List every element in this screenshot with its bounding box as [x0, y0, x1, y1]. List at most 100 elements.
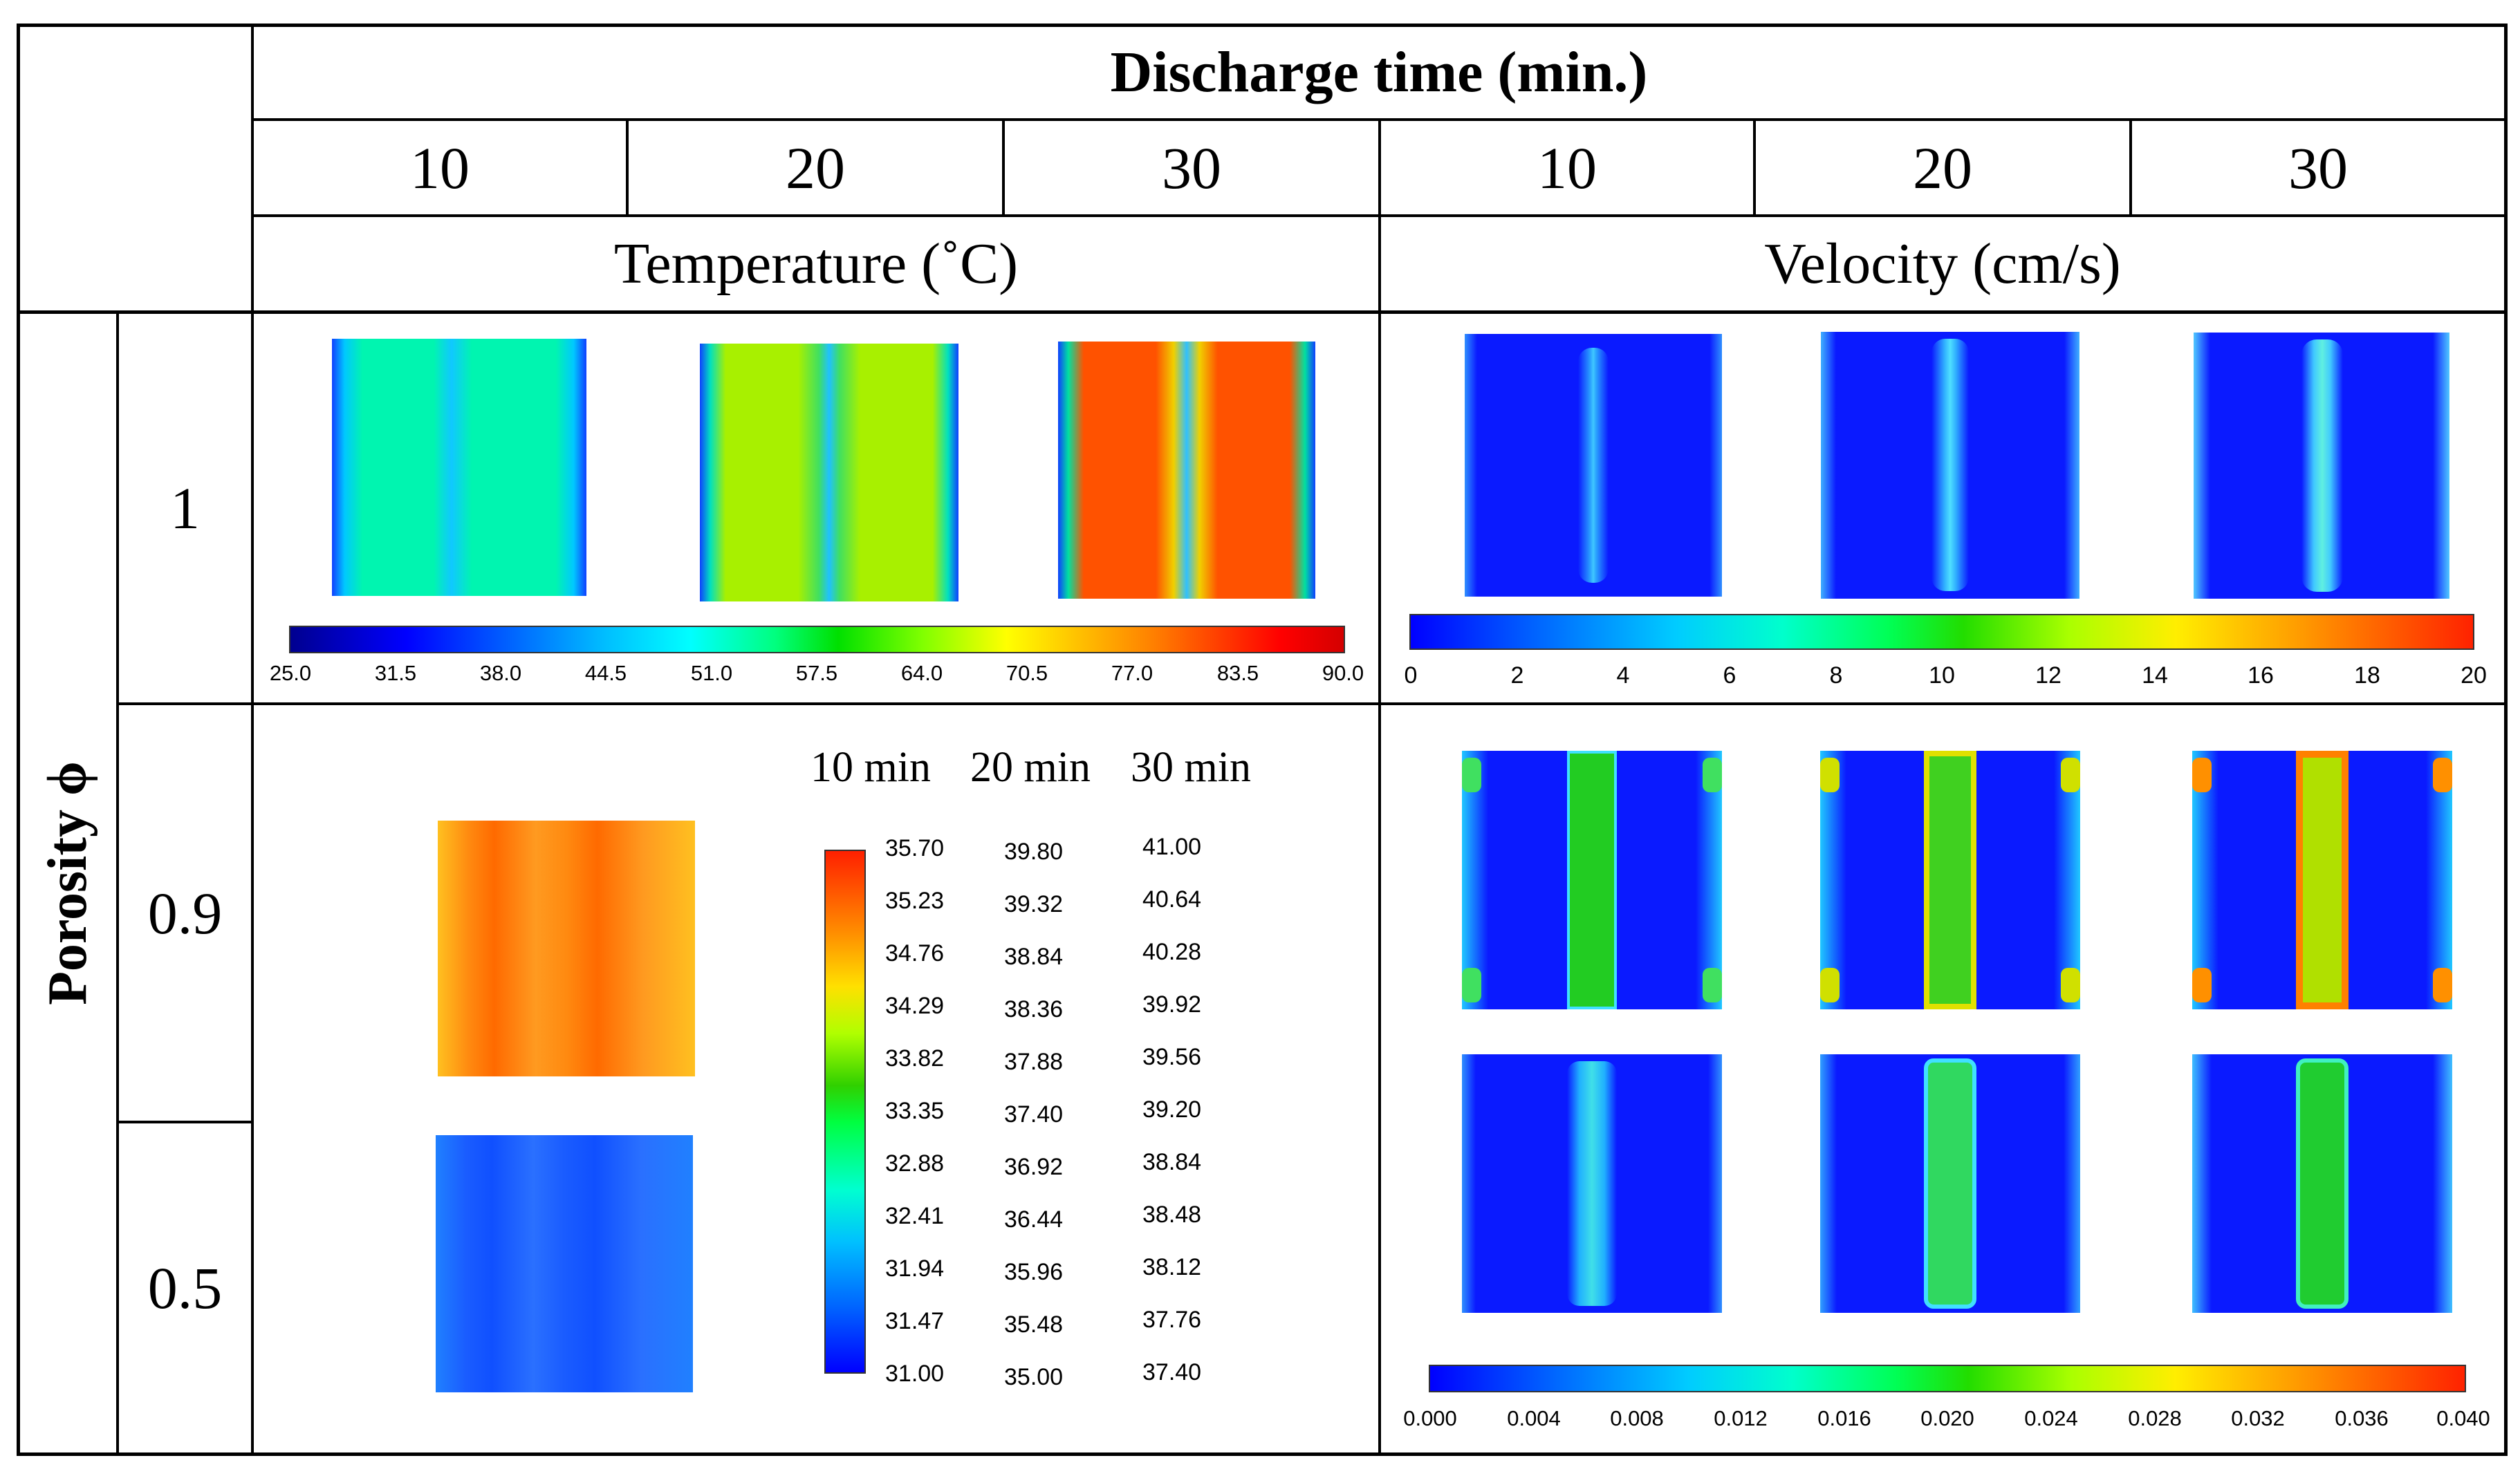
legend-value: 39.56: [1142, 1044, 1202, 1070]
porous-temperature-colorbar: [824, 850, 866, 1374]
vel-tick: 0.036: [2335, 1406, 2389, 1430]
legend-value: 37.88: [1004, 1049, 1064, 1075]
legend-value: 32.88: [885, 1150, 945, 1177]
vel-tick: 0.040: [2436, 1406, 2490, 1430]
temp-tick: 64.0: [900, 661, 943, 685]
temp-contour-phi0.9: [438, 821, 695, 1076]
vel-tick: 20: [2461, 662, 2487, 689]
vel-contour-phi0.9-20min: [1820, 751, 2080, 1009]
vel-tick: 0.008: [1610, 1406, 1664, 1430]
porosity-value-1: 1: [170, 475, 200, 541]
legend-header-30min: 30 min: [1131, 744, 1251, 791]
legend-value: 39.92: [1142, 991, 1202, 1018]
legend-value: 34.29: [885, 993, 945, 1019]
legend-value: 39.32: [1004, 891, 1064, 917]
temp-tick: 70.5: [1006, 661, 1048, 685]
vel-contour-phi0.5-30min: [2192, 1054, 2452, 1313]
velocity-colorbar-bottom: [1429, 1365, 2466, 1392]
legend-value: 36.92: [1004, 1154, 1064, 1180]
time-header-vel-20: 20: [1913, 134, 1972, 201]
legend-value: 39.20: [1142, 1096, 1202, 1123]
legend-value: 35.00: [1004, 1364, 1064, 1390]
legend-header-20min: 20 min: [970, 744, 1091, 791]
legend-value: 34.76: [885, 940, 945, 966]
legend-value: 38.84: [1004, 944, 1064, 970]
temp-contour-phi1-10min: [332, 339, 586, 596]
legend-value: 35.23: [885, 888, 945, 914]
legend-value: 37.40: [1004, 1101, 1064, 1128]
legend-value: 35.70: [885, 835, 945, 861]
temperature-colorbar: [289, 626, 1345, 653]
vel-tick: 0.024: [2024, 1406, 2078, 1430]
temp-contour-phi1-20min: [700, 344, 958, 601]
legend-value: 40.28: [1142, 939, 1202, 965]
legend-value: 33.82: [885, 1045, 945, 1072]
legend-value: 35.48: [1004, 1311, 1064, 1338]
legend-value: 38.36: [1004, 996, 1064, 1022]
vel-tick: 16: [2248, 662, 2274, 689]
vel-tick: 4: [1616, 662, 1630, 689]
vel-contour-phi0.9-30min: [2192, 751, 2452, 1009]
vel-tick: 0.032: [2231, 1406, 2285, 1430]
temp-tick: 90.0: [1322, 661, 1364, 685]
time-header-vel-10: 10: [1537, 134, 1597, 201]
vel-contour-phi0.5-20min: [1820, 1054, 2080, 1313]
temp-tick: 38.0: [479, 661, 522, 685]
time-header-vel-30: 30: [2288, 134, 2348, 201]
velocity-colorbar-top: [1409, 614, 2474, 650]
vel-tick: 0.020: [1920, 1406, 1974, 1430]
legend-value: 36.44: [1004, 1206, 1064, 1233]
vel-tick: 0.016: [1817, 1406, 1871, 1430]
porosity-axis-label: Porosity ϕ: [20, 314, 116, 1452]
temp-tick: 77.0: [1111, 661, 1154, 685]
legend-value: 31.47: [885, 1308, 945, 1334]
temp-contour-phi1-30min: [1058, 342, 1315, 599]
vel-tick: 12: [2035, 662, 2062, 689]
vel-contour-phi0.9-10min: [1462, 751, 1722, 1009]
vel-tick: 0.000: [1403, 1406, 1457, 1430]
vel-tick: 0: [1404, 662, 1418, 689]
discharge-time-title: Discharge time (min.): [254, 26, 2504, 118]
vel-contour-phi0.5-10min: [1462, 1054, 1722, 1313]
temp-tick: 44.5: [584, 661, 627, 685]
vel-contour-phi1-20min: [1821, 332, 2079, 599]
vel-contour-phi1-30min: [2194, 333, 2449, 599]
legend-value: 31.00: [885, 1361, 945, 1387]
vel-tick: 0.028: [2128, 1406, 2182, 1430]
legend-value: 37.76: [1142, 1307, 1202, 1333]
temp-tick: 31.5: [374, 661, 417, 685]
vel-contour-phi1-10min: [1465, 334, 1722, 597]
legend-value: 39.80: [1004, 839, 1064, 865]
temp-tick: 51.0: [690, 661, 733, 685]
legend-value: 38.12: [1142, 1254, 1202, 1280]
vel-tick: 2: [1510, 662, 1524, 689]
legend-value: 31.94: [885, 1255, 945, 1282]
temp-tick: 57.5: [795, 661, 838, 685]
time-header-temp-20: 20: [786, 134, 845, 201]
vel-tick: 0.012: [1714, 1406, 1768, 1430]
vel-tick: 10: [1929, 662, 1955, 689]
legend-header-10min: 10 min: [810, 744, 931, 791]
discharge-time-title-text: Discharge time (min.): [1110, 40, 1648, 104]
temp-tick: 25.0: [269, 661, 312, 685]
temp-contour-phi0.5: [436, 1135, 693, 1392]
vel-tick: 0.004: [1507, 1406, 1561, 1430]
time-header-temp-30: 30: [1162, 134, 1221, 201]
vel-tick: 6: [1723, 662, 1736, 689]
legend-value: 33.35: [885, 1098, 945, 1124]
temperature-label: Temperature (˚C): [613, 232, 1019, 296]
porosity-value-0.5: 0.5: [147, 1255, 223, 1321]
legend-value: 41.00: [1142, 834, 1202, 860]
velocity-label: Velocity (cm/s): [1764, 232, 2121, 296]
vel-tick: 14: [2142, 662, 2168, 689]
vel-tick: 8: [1829, 662, 1843, 689]
legend-value: 40.64: [1142, 886, 1202, 913]
legend-value: 38.84: [1142, 1149, 1202, 1175]
temp-tick: 83.5: [1216, 661, 1259, 685]
porosity-value-0.9: 0.9: [147, 879, 223, 946]
legend-value: 38.48: [1142, 1202, 1202, 1228]
time-header-temp-10: 10: [410, 134, 470, 201]
legend-value: 35.96: [1004, 1259, 1064, 1285]
legend-value: 37.40: [1142, 1359, 1202, 1385]
vel-tick: 18: [2354, 662, 2380, 689]
